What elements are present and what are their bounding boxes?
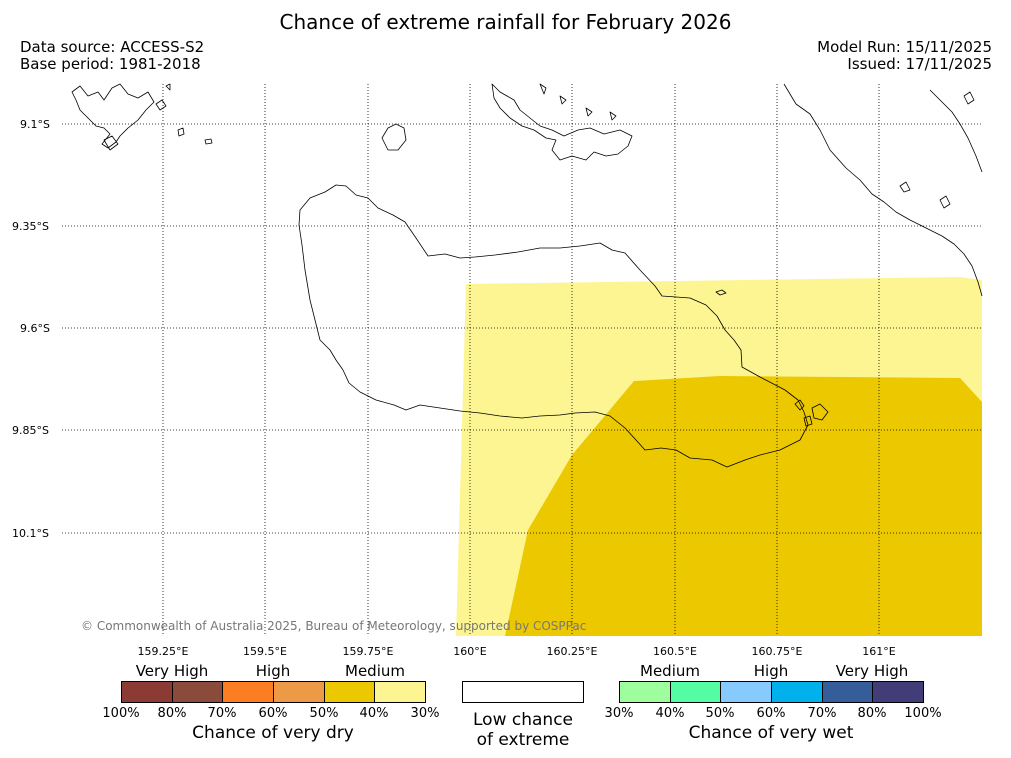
dry-tick-label: 40% [359, 706, 389, 721]
dry-swatch-60-50 [273, 682, 324, 702]
dry-tick-label: 50% [309, 706, 339, 721]
wet-swatch-70-80 [821, 682, 873, 702]
lon-label: 160.75°E [751, 645, 803, 658]
wet-tick-label: 80% [857, 706, 887, 721]
dry-tick-label: 70% [207, 706, 237, 721]
dry-swatch-40-30 [374, 682, 425, 702]
wet-category-label: Medium [640, 662, 700, 680]
metadata-right: Model Run: 15/11/2025 Issued: 17/11/2025 [817, 39, 992, 73]
low-chance-label: Low chance of extreme [473, 710, 573, 750]
wet-category-label: Very High [835, 662, 909, 680]
wet-swatch-80-100 [872, 682, 923, 702]
coastline-n-island [491, 83, 633, 161]
lon-label: 160.5°E [653, 645, 697, 658]
wet-swatch-30-40 [620, 682, 670, 702]
lon-label: 159.75°E [342, 645, 394, 658]
dry-tick-label: 30% [410, 706, 440, 721]
wet-tick-label: 40% [655, 706, 685, 721]
dry-category-label: Very High [135, 662, 209, 680]
data-source-label: Data source: ACCESS-S2 [20, 38, 205, 56]
coastline-nw-island [71, 83, 155, 149]
dry-colorbar [121, 681, 426, 703]
coastline-nw-islets [103, 83, 213, 151]
graticule [62, 84, 982, 636]
wet-legend-title: Chance of very wet [688, 723, 854, 743]
coastlines [71, 83, 983, 468]
low-chance-line-2: of extreme [476, 730, 570, 750]
lon-label: 160.25°E [546, 645, 598, 658]
wet-tick-label: 50% [705, 706, 735, 721]
lon-label: 161°E [862, 645, 896, 658]
dry-tick-label: 60% [258, 706, 288, 721]
dry-swatch-70-60 [222, 682, 274, 702]
region-medium-dry-40-50 [505, 376, 982, 636]
copyright-notice: © Commonwealth of Australia 2025, Bureau… [81, 619, 587, 633]
low-chance-line-1: Low chance [473, 710, 573, 730]
coastline-islet-a [381, 123, 407, 151]
dry-legend-title: Chance of very dry [192, 723, 354, 743]
lat-label: 9.85°S [12, 424, 49, 437]
dry-swatch-80-70 [171, 682, 222, 702]
lon-label: 159.25°E [137, 645, 189, 658]
coastline-islet-b [715, 289, 727, 296]
dry-category-label: High [255, 662, 291, 680]
wet-tick-label: 60% [756, 706, 786, 721]
dry-tick-label: 80% [157, 706, 187, 721]
wet-category-label: High [753, 662, 789, 680]
lat-label: 9.1°S [20, 118, 50, 131]
wet-swatch-60-70 [771, 682, 822, 702]
coastline-islets-c [794, 399, 829, 427]
issued-label: Issued: 17/11/2025 [847, 55, 992, 73]
dry-tick-label: 100% [102, 706, 140, 721]
lon-label: 159.5°E [243, 645, 287, 658]
coastline-ne-island [783, 83, 983, 297]
metadata-left: Data source: ACCESS-S2 Base period: 1981… [20, 39, 204, 73]
wet-tick-label: 100% [904, 706, 942, 721]
wet-swatch-40-50 [669, 682, 720, 702]
wet-tick-label: 30% [604, 706, 634, 721]
low-chance-swatch [462, 681, 584, 703]
lon-label: 160°E [453, 645, 487, 658]
model-run-label: Model Run: 15/11/2025 [817, 38, 992, 56]
wet-colorbar [619, 681, 924, 703]
base-period-label: Base period: 1981-2018 [20, 55, 201, 73]
lat-label: 10.1°S [12, 527, 49, 540]
dry-category-label: Medium [345, 662, 405, 680]
wet-tick-label: 70% [807, 706, 837, 721]
coastline-main-island [298, 184, 809, 468]
wet-swatch-50-60 [720, 682, 772, 702]
dry-swatch-50-40 [323, 682, 375, 702]
lat-label: 9.6°S [20, 322, 50, 335]
coastline-n-islets [539, 83, 617, 121]
map-title: Chance of extreme rainfall for February … [279, 10, 732, 34]
lat-label: 9.35°S [12, 220, 49, 233]
dry-swatch-100-80 [122, 682, 172, 702]
